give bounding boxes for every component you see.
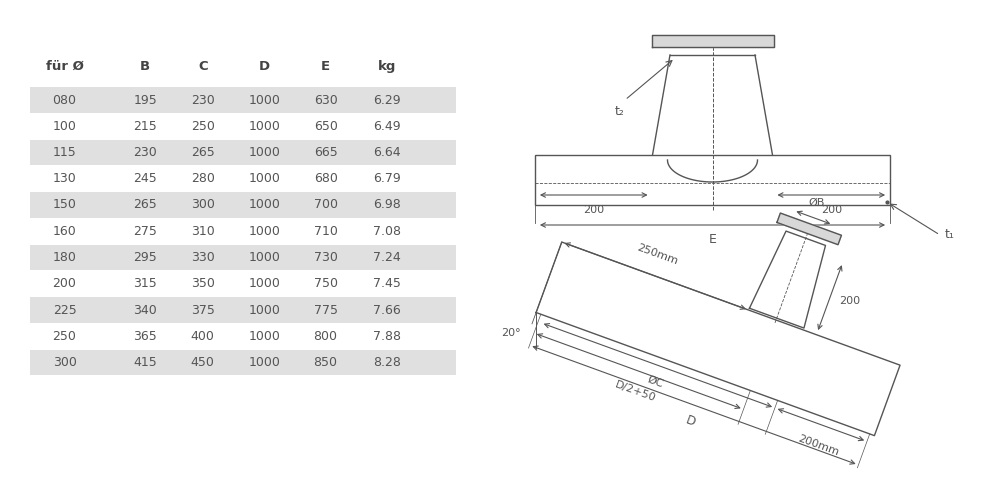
Text: 1000: 1000 [248,172,280,185]
Text: 300: 300 [191,198,215,211]
Text: 150: 150 [53,198,76,211]
Text: 315: 315 [133,277,157,290]
Text: 250: 250 [53,330,76,343]
Text: 295: 295 [133,251,157,264]
Text: 200mm: 200mm [796,433,840,457]
Text: 230: 230 [191,94,215,106]
Bar [30,192,456,218]
Text: 8.28: 8.28 [373,356,401,369]
Text: 1000: 1000 [248,356,280,369]
Text: 1000: 1000 [248,304,280,316]
Text: 7.24: 7.24 [373,251,401,264]
Text: 330: 330 [191,251,215,264]
Text: für Ø: für Ø [46,60,83,72]
Text: 6.29: 6.29 [373,94,401,106]
Text: 160: 160 [53,225,76,238]
Text: 665: 665 [314,146,338,159]
Text: 180: 180 [53,251,76,264]
Text: D: D [684,414,698,429]
Text: 7.88: 7.88 [373,330,401,343]
Bar [30,297,456,323]
Text: 1000: 1000 [248,146,280,159]
Text: 200: 200 [839,296,860,306]
Bar [535,155,890,205]
Text: 230: 230 [133,146,157,159]
Text: 115: 115 [53,146,76,159]
Text: 195: 195 [133,94,157,106]
Text: 450: 450 [191,356,215,369]
Text: 250mm: 250mm [635,242,679,266]
Text: 680: 680 [314,172,338,185]
Text: 100: 100 [53,120,76,132]
Text: E: E [709,233,716,246]
Text: 310: 310 [191,225,215,238]
Polygon shape [652,35,774,47]
Text: 1000: 1000 [248,251,280,264]
Text: 080: 080 [53,94,77,106]
Text: 200: 200 [583,205,604,215]
Text: t₁: t₁ [945,228,955,241]
Text: E: E [321,60,330,72]
Text: 340: 340 [133,304,157,316]
Text: D/2+50: D/2+50 [614,380,657,404]
Text: 7.08: 7.08 [373,225,401,238]
Text: 1000: 1000 [248,277,280,290]
Text: 200: 200 [821,205,842,215]
Bar [30,244,456,270]
Text: ØC: ØC [645,374,664,389]
Text: 400: 400 [191,330,215,343]
Text: 650: 650 [314,120,338,132]
Text: 750: 750 [314,277,338,290]
Bar [30,87,456,113]
Text: 200: 200 [53,277,76,290]
Text: 415: 415 [133,356,157,369]
Polygon shape [777,213,841,244]
Text: 7.45: 7.45 [373,277,401,290]
Text: 280: 280 [191,172,215,185]
Text: 1000: 1000 [248,225,280,238]
Text: 365: 365 [133,330,157,343]
Text: 265: 265 [133,198,157,211]
Text: 850: 850 [314,356,338,369]
Text: 6.64: 6.64 [373,146,401,159]
Bar [30,350,456,375]
Text: D: D [259,60,270,72]
Text: 7.66: 7.66 [373,304,401,316]
Text: 275: 275 [133,225,157,238]
Text: 350: 350 [191,277,215,290]
Text: 6.79: 6.79 [373,172,401,185]
Bar [30,140,456,165]
Text: 375: 375 [191,304,215,316]
Text: 20°: 20° [501,328,521,338]
Text: 265: 265 [191,146,215,159]
Text: 800: 800 [314,330,338,343]
Text: C: C [198,60,208,72]
Text: B: B [140,60,150,72]
Text: kg: kg [378,60,396,72]
Text: 6.98: 6.98 [373,198,401,211]
Text: 1000: 1000 [248,330,280,343]
Text: 1000: 1000 [248,198,280,211]
Text: 700: 700 [314,198,338,211]
Text: 300: 300 [53,356,76,369]
Text: 630: 630 [314,94,338,106]
Text: 1000: 1000 [248,94,280,106]
Text: ØB: ØB [809,198,825,208]
Text: 225: 225 [53,304,76,316]
Text: 6.49: 6.49 [373,120,401,132]
Text: 775: 775 [314,304,338,316]
Text: t₂: t₂ [615,105,625,118]
Text: 730: 730 [314,251,338,264]
Text: 1000: 1000 [248,120,280,132]
Text: 215: 215 [133,120,157,132]
Text: 245: 245 [133,172,157,185]
Text: 710: 710 [314,225,338,238]
Text: 130: 130 [53,172,76,185]
Text: 250: 250 [191,120,215,132]
